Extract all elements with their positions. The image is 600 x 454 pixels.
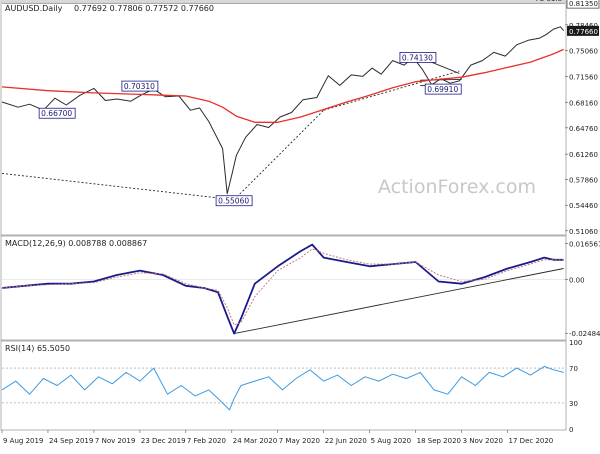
price-trendline-2 — [323, 70, 460, 111]
rsi-y-tick-label: 100 — [569, 339, 582, 347]
fe-level-tag-box — [566, 0, 600, 9]
price-label-text: 0.66700 — [41, 109, 72, 118]
ema-line — [1, 48, 564, 123]
price-panel-frame — [0, 0, 567, 236]
ohlc-label: 0.77692 0.77806 0.77572 0.77660 — [74, 4, 214, 13]
price-label-4: 0.69910 — [424, 83, 462, 95]
watermark: ActionForex.com — [378, 176, 536, 198]
rsi-layer — [1, 365, 565, 411]
x-tick-label: 3 Nov 2020 — [463, 437, 503, 445]
rsi-y-tick-label: 0 — [569, 426, 573, 434]
x-tick-label: 23 Dec 2019 — [141, 437, 186, 445]
x-tick-label: 7 Nov 2019 — [95, 437, 135, 445]
price-y-tick-label: 0.51060 — [569, 228, 598, 236]
macd-y-tick-label: 0.016567 — [569, 240, 600, 248]
price-trendline-1 — [233, 109, 325, 201]
price-label-text: 0.55060 — [218, 197, 249, 206]
current-price-box — [567, 25, 599, 36]
x-tick-label: 18 Sep 2020 — [417, 437, 461, 445]
price-y-tick-label: 0.68160 — [569, 99, 598, 107]
current-price-tag: 0.77660 — [567, 25, 599, 36]
fe-level-label: FE 61.8 — [536, 0, 562, 3]
x-tick-label: 17 Dec 2020 — [509, 437, 554, 445]
price-label-text: 0.69910 — [427, 85, 458, 94]
x-tick-label: 5 Aug 2020 — [371, 437, 411, 445]
x-tick-label: 9 Aug 2019 — [3, 437, 43, 445]
axis-layer: 0.81350 0.78460 0.75060 0.71560 0.68160 0.647… — [1, 0, 600, 445]
price-label-0: 0.66700 — [38, 107, 76, 119]
price-label-2: 0.55060 — [215, 195, 253, 207]
x-tick-label: 24 Sep 2019 — [49, 437, 93, 445]
price-layer: FE 61.8 0.66700 0.70310 0.55060 0.74130 0.699… — [1, 0, 565, 207]
price-label-box — [215, 195, 253, 207]
x-tick-label: 24 Mar 2020 — [233, 437, 277, 445]
price-y-tick-label: 0.78460 — [569, 22, 598, 30]
current-price-text: 0.77660 — [569, 28, 598, 36]
price-label-box — [38, 107, 76, 119]
price-label-1: 0.70310 — [121, 80, 159, 92]
price-label-box — [121, 80, 159, 92]
price-label-text: 0.70310 — [124, 82, 155, 91]
macd-panel-frame — [0, 235, 567, 341]
rsi-panel-frame — [0, 340, 567, 431]
fe-level-tag-text: 0.81350 — [569, 0, 598, 8]
symbol-label: AUDUSD.Daily — [5, 4, 63, 13]
x-tick-label: 7 Feb 2020 — [187, 437, 226, 445]
x-tick-label: 22 Jun 2020 — [325, 437, 367, 445]
macd_signal-line — [1, 248, 564, 326]
macd-title: MACD(12,26,9) 0.008788 0.008867 — [5, 239, 147, 248]
price-y-tick-label: 0.61260 — [569, 151, 598, 159]
rsi-title: RSI(14) 65.5050 — [5, 344, 70, 353]
price-trendline-0 — [1, 172, 235, 201]
fe-level-axis-tag: 0.81350 — [566, 0, 600, 9]
price-label-text: 0.74130 — [402, 53, 433, 62]
rsi-line — [1, 365, 564, 411]
price-label-3: 0.74130 — [399, 51, 437, 63]
price-y-tick-label: 0.54460 — [569, 202, 598, 210]
x-tick-label: 7 May 2020 — [279, 437, 320, 445]
price-y-tick-label: 0.75060 — [569, 47, 598, 55]
price-line — [1, 26, 564, 195]
price-y-tick-label: 0.71560 — [569, 74, 598, 82]
macd-y-tick-label: 0.00 — [569, 276, 585, 284]
macd-trendline-0 — [234, 268, 564, 335]
macd-y-tick-label: -0.02484 — [569, 330, 600, 338]
macd-layer — [1, 243, 565, 335]
price-y-tick-label: 0.57860 — [569, 177, 598, 185]
price-y-tick-label: 0.64760 — [569, 125, 598, 133]
rsi-y-tick-label: 30 — [569, 400, 578, 408]
price-label-box — [424, 83, 462, 95]
price-label-box — [399, 51, 437, 63]
rsi-y-tick-label: 70 — [569, 365, 578, 373]
macd_main-line — [1, 243, 564, 335]
